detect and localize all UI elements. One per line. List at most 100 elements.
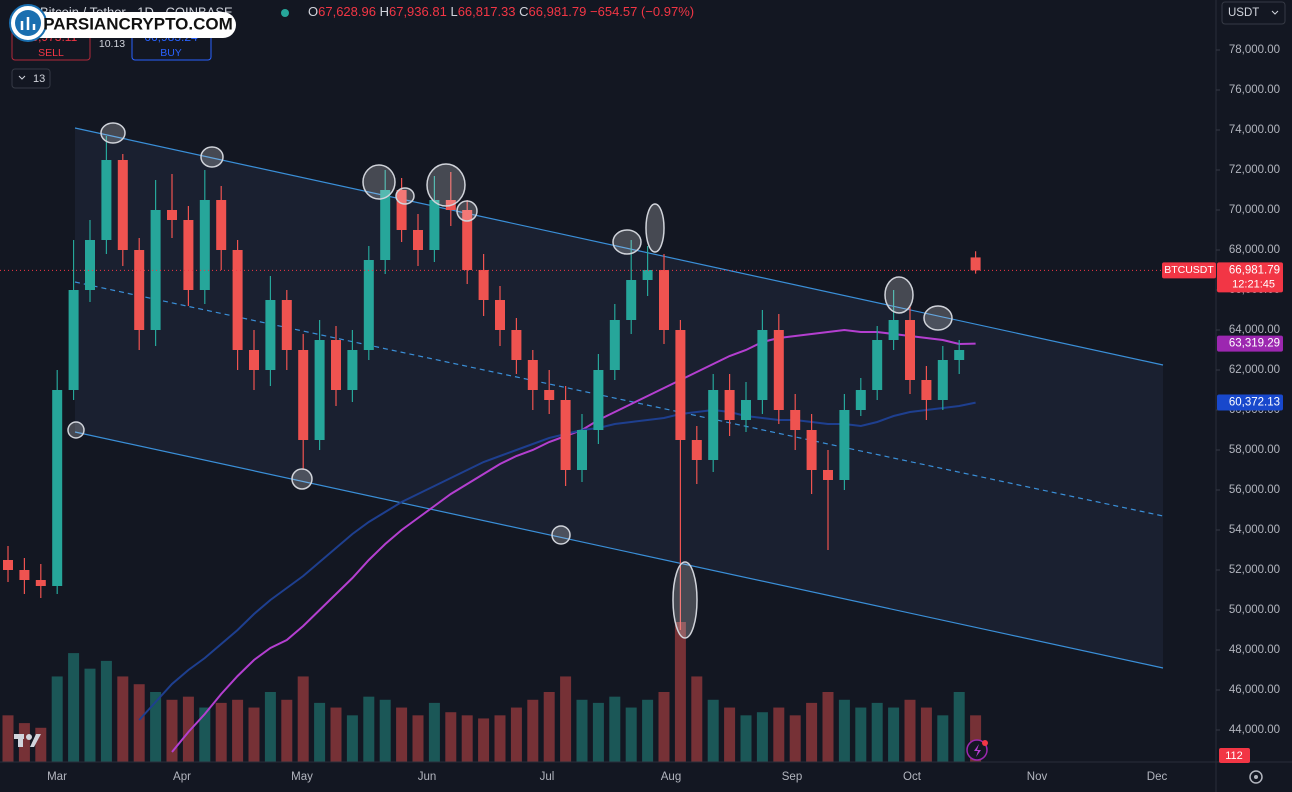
volume-bar <box>18 723 30 762</box>
chevron-icon <box>1271 10 1279 15</box>
indicators-toggle[interactable] <box>11 68 51 89</box>
candle-body <box>626 280 637 320</box>
candle-body <box>905 320 915 380</box>
plot <box>0 127 1216 762</box>
axes: 44,000.00 46,000.00 48,000.00 50,000.00 52,0… <box>47 44 1283 783</box>
candle-body <box>659 270 669 330</box>
volume-bar <box>478 718 490 762</box>
volume-bar <box>724 707 736 762</box>
ma-tag <box>1217 394 1283 411</box>
volume-bar <box>691 676 703 762</box>
candle-body <box>888 320 899 340</box>
logo-text: PARSIANCRYPTO.COM <box>43 14 233 33</box>
volume-bar <box>756 712 768 762</box>
candle-body <box>101 160 112 240</box>
candle-body <box>806 430 817 470</box>
ma-tag-label: 60,372.13 <box>1229 397 1280 409</box>
candle-body <box>741 400 751 420</box>
ohlc-prefix: L <box>450 4 457 19</box>
candle-body <box>3 560 13 570</box>
settings-icon[interactable] <box>1249 770 1263 784</box>
volume-bar <box>68 653 80 762</box>
buy-label[interactable]: BUY <box>160 47 182 59</box>
volume-bar <box>215 702 227 762</box>
sell-label[interactable]: SELL <box>38 47 64 59</box>
candle-body <box>363 260 374 350</box>
candle-body <box>462 210 473 270</box>
candle-body <box>691 440 702 460</box>
candle-body <box>790 410 801 430</box>
volume-bar <box>592 702 604 762</box>
ohlc-value: 66,981.79 <box>529 4 587 19</box>
volume-bar <box>166 699 178 762</box>
volume-bar <box>576 699 588 762</box>
volume-bar <box>117 676 129 762</box>
candle-body <box>199 200 210 290</box>
volume-bar <box>838 699 850 762</box>
volume-bar <box>674 622 686 762</box>
currency[interactable]: USDT <box>1228 7 1259 19</box>
volume-bar <box>789 715 801 762</box>
y-tick-label: 52,000.00 <box>1229 564 1280 576</box>
volume-bar <box>150 692 162 762</box>
candle-body <box>560 400 571 470</box>
x-tick-label: Oct <box>903 771 922 783</box>
candle-body <box>331 340 341 390</box>
candle-body <box>675 330 686 440</box>
x-tick-label: Jul <box>540 771 555 783</box>
candle-body <box>429 200 440 250</box>
candle-body <box>577 430 587 470</box>
candle-body <box>265 300 276 370</box>
candle-body <box>298 350 309 440</box>
last-price-tag <box>1217 262 1283 293</box>
countdown: 12:21:45 <box>1232 278 1275 290</box>
candle-body <box>19 570 30 580</box>
candle-body <box>823 470 833 480</box>
volume-bar <box>625 707 637 762</box>
volume-bar <box>740 715 752 762</box>
logo-pill <box>26 12 236 38</box>
volume-bar <box>182 696 194 762</box>
candle-body <box>593 370 604 430</box>
status-dot <box>281 9 289 17</box>
logo-mark <box>20 17 36 30</box>
currency-select[interactable] <box>1221 1 1286 25</box>
candle-body <box>85 240 95 290</box>
volume-bar <box>248 707 260 762</box>
annotation-circle <box>551 525 571 545</box>
volume-bar <box>970 715 982 762</box>
volume-bar <box>133 684 145 762</box>
annotation-circle <box>645 203 665 253</box>
channel-fill <box>75 128 1163 668</box>
annotation-circle <box>362 164 396 200</box>
volume-bar <box>658 692 670 762</box>
volume-bar <box>100 660 112 762</box>
candle-body <box>511 330 522 360</box>
channel-upper <box>74 127 1164 366</box>
annotation-circle <box>426 163 466 207</box>
x-tick-label: May <box>291 771 313 783</box>
bars-tag-label: 112 <box>1225 750 1243 762</box>
candle-body <box>872 340 883 390</box>
volume-bar <box>855 707 867 762</box>
candle-body <box>167 210 177 220</box>
annotation-circle <box>456 200 478 222</box>
volume-bar <box>609 696 621 762</box>
volume-bar <box>297 676 309 762</box>
chevron-icon <box>18 75 26 80</box>
channel-middle <box>74 281 1164 517</box>
candle-body <box>773 330 784 410</box>
candle-body <box>757 330 768 400</box>
candle-body <box>970 257 981 271</box>
volume-bar <box>84 668 96 762</box>
logo: PARSIANCRYPTO.COM <box>9 4 236 42</box>
y-tick-label: 54,000.00 <box>1229 524 1280 536</box>
annotation-circle <box>612 229 642 255</box>
candle-body <box>954 350 965 360</box>
volume-bar <box>871 702 883 762</box>
annotation-circle <box>291 468 313 490</box>
volume-bar <box>806 702 818 762</box>
candle-body <box>855 390 866 410</box>
indicators-count[interactable]: 13 <box>33 73 45 85</box>
volume-bar <box>937 715 949 762</box>
